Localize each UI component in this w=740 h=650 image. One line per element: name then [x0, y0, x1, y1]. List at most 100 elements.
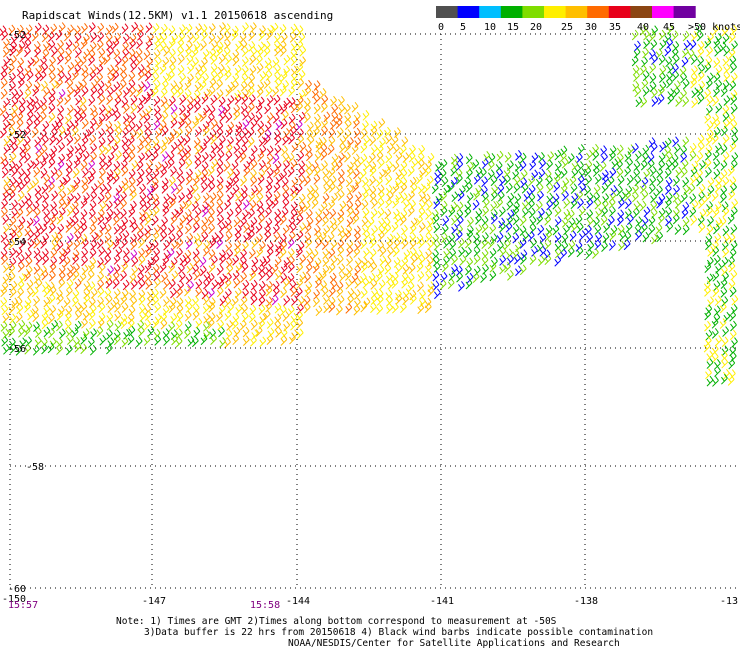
wind-barb	[71, 119, 79, 131]
wind-barb	[633, 71, 640, 82]
wind-barb	[113, 334, 121, 346]
wind-barb	[41, 152, 49, 163]
wind-barb	[225, 257, 233, 269]
wind-barb	[304, 103, 311, 115]
wind-barb	[727, 375, 735, 386]
wind-barb	[275, 241, 282, 252]
wind-barb	[163, 193, 171, 205]
wind-barb	[73, 336, 80, 348]
wind-barb	[728, 32, 736, 44]
wind-barb	[1, 158, 9, 170]
wind-barb	[440, 206, 448, 217]
wind-barb	[323, 294, 330, 305]
wind-barb	[626, 174, 634, 186]
wind-barb	[168, 25, 176, 36]
wind-barb	[242, 109, 249, 121]
wind-barb	[504, 262, 511, 273]
wind-barb	[199, 111, 207, 122]
wind-barb	[73, 223, 81, 235]
wind-barb	[227, 168, 234, 179]
wind-barb	[65, 159, 73, 171]
wind-barb	[658, 152, 666, 164]
wind-barb	[673, 175, 680, 187]
wind-barb	[536, 214, 544, 225]
wind-barb	[160, 32, 168, 44]
wind-barb	[161, 177, 169, 189]
wind-barb	[123, 255, 130, 267]
wind-barb	[655, 223, 663, 235]
wind-barb	[25, 265, 33, 277]
wind-barb	[304, 286, 312, 298]
wind-barb	[240, 103, 248, 114]
wind-barb	[459, 185, 466, 196]
wind-barb	[59, 190, 67, 202]
wind-barb	[642, 231, 650, 243]
wind-barb	[11, 88, 19, 100]
wind-barb	[571, 192, 579, 204]
wind-barb	[714, 46, 722, 57]
wind-barb	[41, 343, 48, 355]
wind-barb	[291, 142, 299, 153]
wind-barb	[601, 241, 608, 253]
wind-barb	[240, 184, 248, 196]
wind-barb	[162, 72, 170, 84]
wind-barb	[87, 126, 95, 137]
wind-barb	[43, 304, 51, 316]
wind-barb	[11, 166, 18, 178]
wind-barb	[168, 197, 176, 209]
wind-barb	[290, 286, 298, 297]
wind-barb	[58, 278, 66, 289]
wind-barb	[272, 286, 280, 298]
wind-barb	[176, 287, 183, 299]
wind-barb	[706, 273, 714, 285]
wind-barb	[344, 119, 352, 131]
wind-barb	[273, 32, 281, 44]
wind-barb	[18, 104, 26, 116]
wind-barb	[665, 215, 672, 227]
wind-barb	[456, 152, 464, 164]
wind-barb	[72, 167, 80, 179]
wind-barb	[665, 56, 673, 68]
wind-barb	[97, 214, 105, 226]
wind-barb	[40, 103, 48, 114]
wind-barb	[121, 237, 128, 249]
wind-barb	[344, 230, 352, 241]
wind-barb	[639, 200, 647, 212]
wind-barb	[187, 31, 194, 43]
wind-barb	[603, 222, 610, 234]
wind-barb	[386, 303, 394, 314]
wind-barb	[392, 183, 400, 194]
wind-barb	[328, 182, 336, 193]
wind-barb	[88, 297, 96, 308]
wind-barb	[434, 288, 441, 300]
wind-barb	[712, 246, 720, 257]
wind-barb	[729, 55, 737, 67]
wind-barb	[507, 209, 515, 221]
wind-barb	[81, 318, 88, 329]
wind-barb	[377, 198, 385, 209]
wind-barb	[706, 358, 714, 369]
wind-barb	[457, 190, 465, 202]
wind-barb	[472, 272, 480, 284]
wind-barb	[143, 49, 151, 61]
legend-swatch	[500, 6, 523, 18]
wind-barb	[128, 168, 136, 180]
wind-barb	[443, 248, 451, 259]
wind-barb	[49, 56, 56, 67]
wind-barb	[385, 174, 393, 186]
wind-barb	[152, 295, 159, 307]
wind-barb	[26, 96, 34, 108]
wind-barb	[87, 337, 95, 349]
wind-barb	[635, 229, 643, 241]
wind-barb	[194, 81, 202, 93]
wind-barb	[640, 97, 648, 108]
wind-barb	[170, 141, 178, 153]
wind-barb	[265, 86, 273, 97]
wind-barb	[256, 63, 264, 74]
wind-barb	[544, 214, 552, 226]
wind-barb	[371, 287, 378, 299]
wind-barb	[321, 160, 328, 171]
wind-barb	[279, 247, 287, 259]
wind-barb	[400, 177, 408, 188]
wind-barb	[683, 39, 691, 51]
